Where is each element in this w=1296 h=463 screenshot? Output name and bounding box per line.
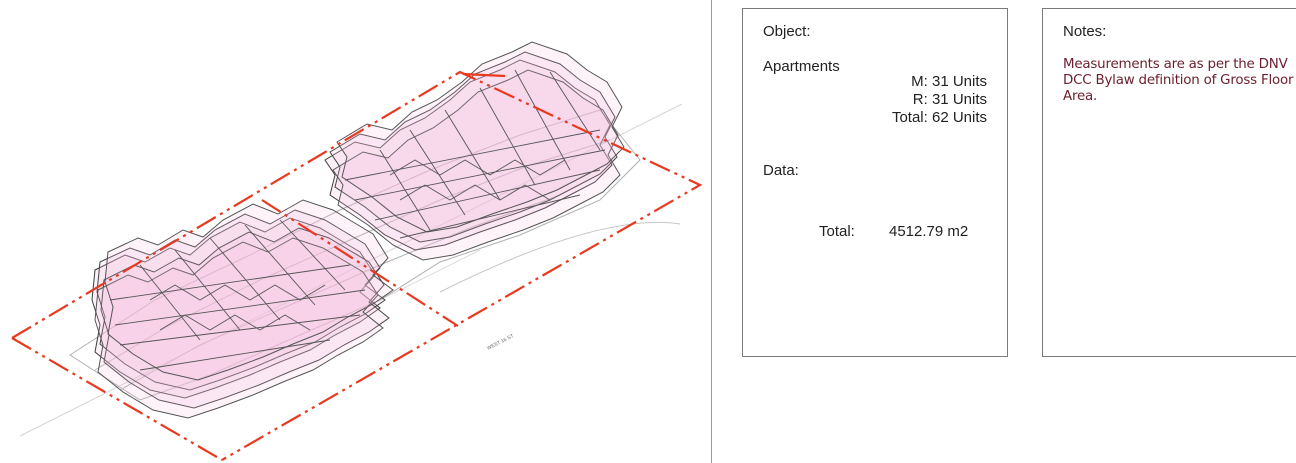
total-area-value: 4512.79 m2	[889, 223, 969, 240]
data-label: Data:	[763, 162, 799, 179]
object-panel: Object: Apartments M: 31 Units R: 31 Uni…	[742, 8, 1008, 357]
apartments-label: Apartments	[763, 58, 840, 75]
walkway-line	[379, 249, 481, 301]
building-a	[91, 199, 394, 419]
notes-text: Measurements are as per the DNV DCC Byla…	[1063, 57, 1294, 104]
total-area-label: Total:	[819, 223, 855, 240]
notes-label: Notes:	[1063, 23, 1107, 40]
road-curve	[439, 221, 681, 293]
property-line-tick	[462, 72, 506, 78]
total-units: Total: 62 Units	[891, 109, 987, 126]
street-label: WEST 16 ST	[486, 333, 515, 352]
property-lines	[11, 70, 703, 461]
object-label: Object:	[763, 23, 811, 40]
market-units: M: 31 Units	[911, 73, 987, 90]
road-edge-line	[19, 103, 683, 437]
building-b	[324, 41, 625, 261]
notes-panel: Notes: Measurements are as per the DNV D…	[1042, 8, 1296, 357]
axonometric-drawing: WEST 16 ST	[11, 0, 712, 463]
site-axonometric: WEST 16 ST	[11, 41, 703, 461]
rental-units: R: 31 Units	[912, 91, 987, 108]
